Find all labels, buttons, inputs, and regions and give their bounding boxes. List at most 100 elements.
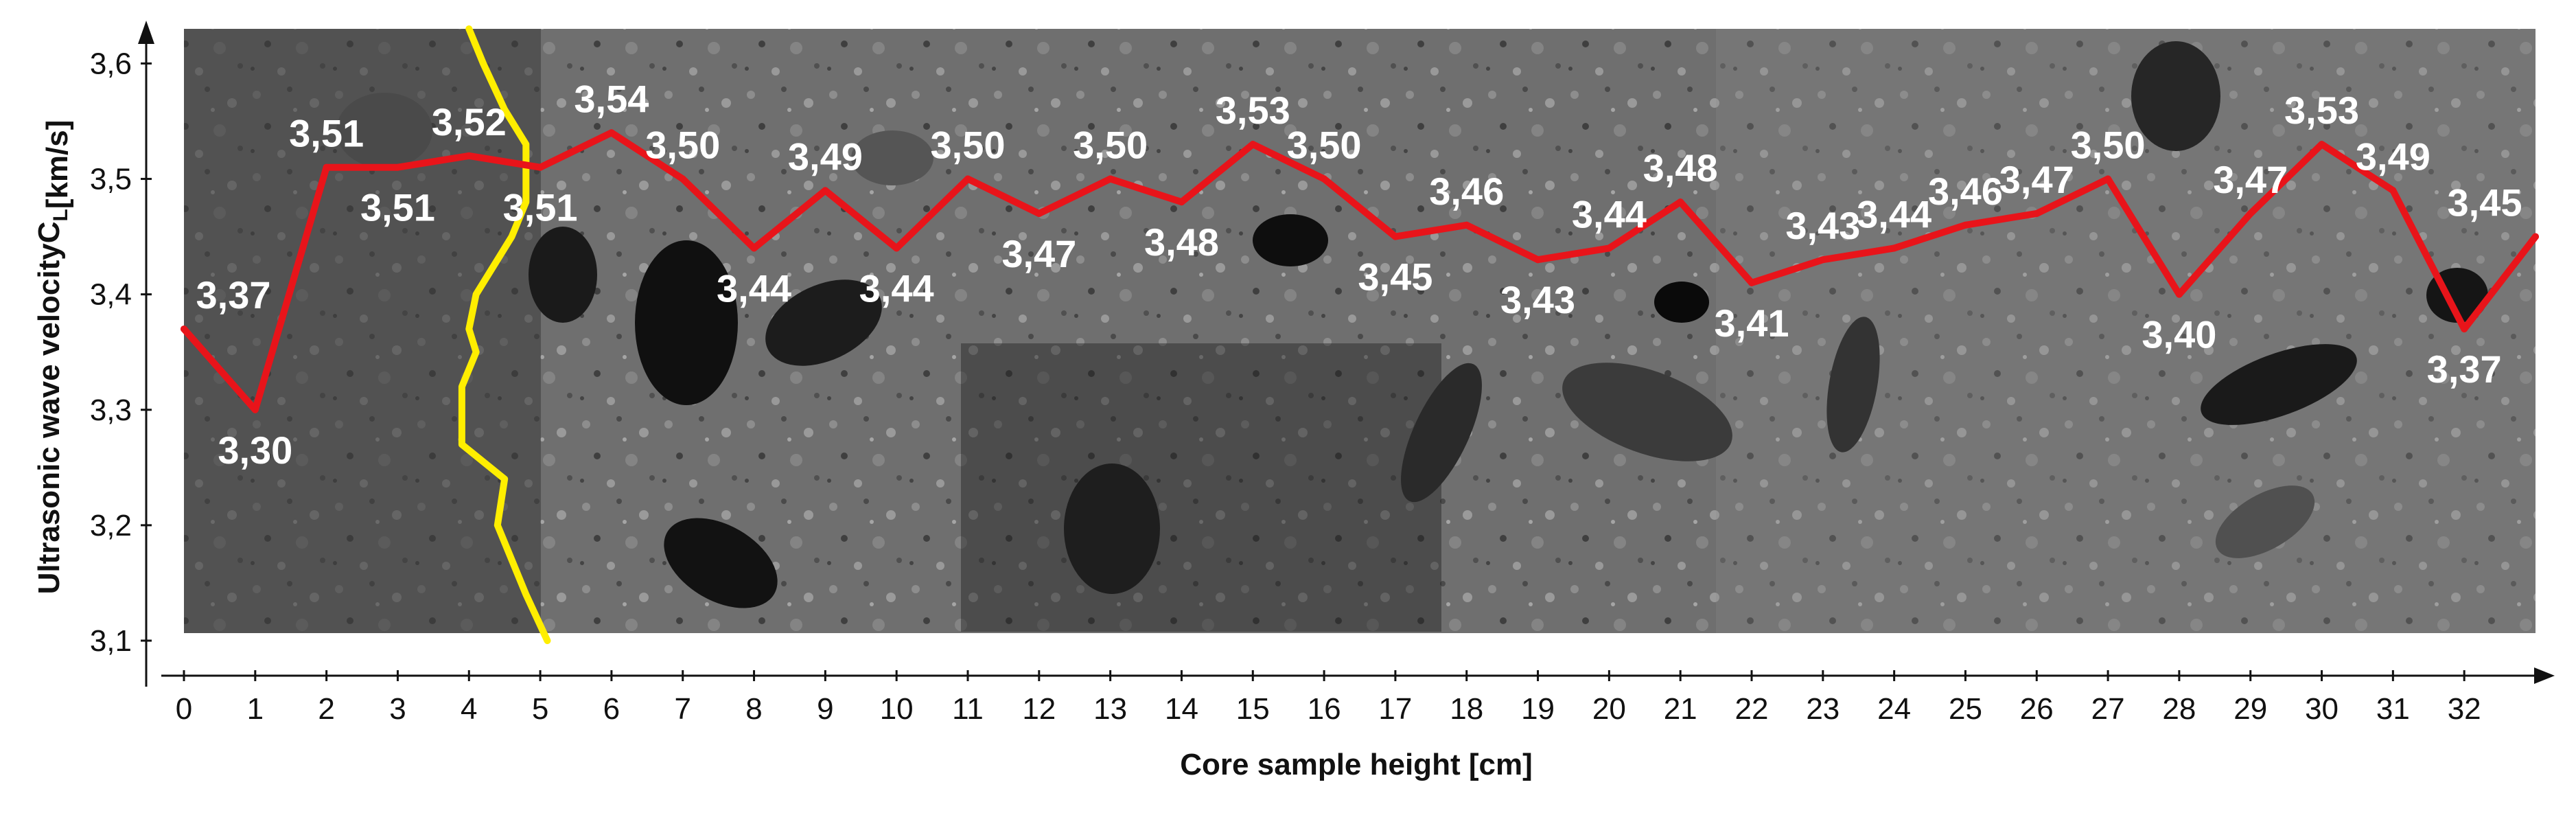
- x-tick-label: 3: [389, 692, 406, 726]
- data-point: [1534, 256, 1542, 264]
- data-point: [1106, 175, 1114, 183]
- data-label: 3,51: [503, 186, 578, 229]
- data-point: [2389, 187, 2397, 194]
- data-point: [1962, 221, 1969, 229]
- y-tick-label: 3,1: [90, 624, 132, 658]
- x-tick-label: 11: [952, 692, 984, 726]
- data-point: [1605, 244, 1613, 252]
- x-tick-label: 14: [1165, 692, 1198, 726]
- data-label: 3,50: [1073, 124, 1148, 167]
- x-tick-label: 18: [1450, 692, 1483, 726]
- x-tick-label: 13: [1093, 692, 1127, 726]
- data-label: 3,51: [360, 186, 435, 229]
- y-axis-title-symbol: C: [32, 222, 66, 244]
- data-label: 3,43: [1500, 278, 1575, 321]
- y-axis-title-text: Ultrasonic wave velocity: [32, 243, 66, 595]
- data-label: 3,44: [859, 266, 934, 310]
- y-axis-arrowhead: [138, 21, 154, 44]
- x-tick-label: 24: [1877, 692, 1911, 726]
- x-tick-label: 30: [2305, 692, 2339, 726]
- data-label: 3,44: [1857, 192, 1931, 236]
- data-point: [1249, 141, 1257, 148]
- svg-text:Ultrasonic wave velocityCL[km/: Ultrasonic wave velocityCL[km/s]: [32, 120, 74, 595]
- data-label: 3,44: [717, 266, 791, 310]
- data-label: 3,47: [1001, 232, 1076, 275]
- data-label: 3,47: [1999, 158, 2074, 201]
- x-tick-label: 9: [817, 692, 833, 726]
- data-label: 3,40: [2142, 313, 2216, 356]
- y-tick-label: 3,2: [90, 509, 132, 542]
- data-label: 3,48: [1643, 146, 1718, 190]
- x-tick-label: 2: [318, 692, 334, 726]
- data-point: [251, 406, 259, 413]
- x-tick-label: 23: [1806, 692, 1840, 726]
- data-label: 3,53: [1216, 89, 1290, 132]
- data-point: [2033, 209, 2041, 217]
- y-ticks: 3,1 3,2 3,3 3,4 3,5 3,6: [90, 47, 152, 658]
- data-label: 3,48: [1144, 220, 1219, 264]
- x-tick-label: 5: [532, 692, 548, 726]
- x-tick-label: 28: [2162, 692, 2196, 726]
- data-label: 3,37: [196, 273, 271, 317]
- x-ticks: 0 1 2 3 4 5 6 7 8 9 10 11 12 13 14 15 16 17 18 19 20 21 22 23 24…: [176, 670, 2481, 726]
- data-point: [1890, 244, 1898, 252]
- data-point: [607, 129, 615, 137]
- data-point: [750, 244, 758, 252]
- x-tick-label: 17: [1378, 692, 1412, 726]
- concrete-core-photo: [184, 29, 2536, 633]
- data-point: [964, 175, 971, 183]
- y-tick-label: 3,6: [90, 47, 132, 80]
- data-label: 3,49: [2356, 135, 2430, 178]
- x-axis-arrowhead: [2534, 667, 2555, 684]
- x-tick-label: 32: [2448, 692, 2481, 726]
- data-label: 3,53: [2284, 89, 2359, 132]
- data-label: 3,43: [1785, 204, 1860, 247]
- y-axis-title-subscript: L: [49, 209, 72, 221]
- data-label: 3,50: [931, 124, 1006, 167]
- y-tick-label: 3,5: [90, 163, 132, 196]
- data-label: 3,41: [1715, 301, 1789, 345]
- x-tick-label: 25: [1949, 692, 1982, 726]
- data-point: [1819, 256, 1826, 264]
- data-point: [181, 325, 187, 333]
- data-label: 3,51: [289, 112, 364, 155]
- data-label: 3,50: [2071, 124, 2146, 167]
- data-point: [394, 163, 402, 171]
- x-tick-label: 4: [461, 692, 477, 726]
- x-tick-label: 1: [247, 692, 264, 726]
- x-tick-label: 20: [1592, 692, 1626, 726]
- x-axis-title: Core sample height [cm]: [1180, 748, 1532, 781]
- x-tick-label: 31: [2376, 692, 2410, 726]
- data-point: [537, 163, 544, 171]
- data-label: 3,45: [1358, 255, 1432, 299]
- data-point: [1035, 209, 1043, 217]
- data-point: [465, 152, 473, 159]
- data-point: [893, 244, 901, 252]
- data-label: 3,46: [1928, 170, 2003, 213]
- data-label: 3,30: [218, 428, 292, 472]
- x-tick-label: 26: [2020, 692, 2054, 726]
- x-tick-label: 16: [1308, 692, 1341, 726]
- x-tick-label: 19: [1521, 692, 1555, 726]
- x-tick-label: 22: [1735, 692, 1769, 726]
- y-axis-title-unit: [km/s]: [40, 120, 74, 209]
- y-axis-title: Ultrasonic wave velocityCL[km/s]: [32, 120, 74, 595]
- data-label: 3,47: [2213, 158, 2288, 201]
- y-tick-label: 3,4: [90, 278, 132, 312]
- x-tick-label: 21: [1664, 692, 1697, 726]
- data-label: 3,44: [1572, 192, 1647, 236]
- x-tick-label: 12: [1022, 692, 1056, 726]
- data-point: [1748, 279, 1755, 286]
- data-point: [2247, 209, 2254, 217]
- data-point: [2175, 290, 2183, 298]
- data-point: [822, 187, 829, 194]
- x-tick-label: 10: [880, 692, 914, 726]
- data-point: [1677, 198, 1684, 206]
- data-label: 3,46: [1429, 170, 1504, 213]
- series-points: [181, 129, 2539, 413]
- axes: [138, 21, 2555, 687]
- data-point: [2461, 325, 2468, 333]
- data-label: 3,54: [574, 77, 649, 120]
- data-label: 3,45: [2448, 181, 2522, 225]
